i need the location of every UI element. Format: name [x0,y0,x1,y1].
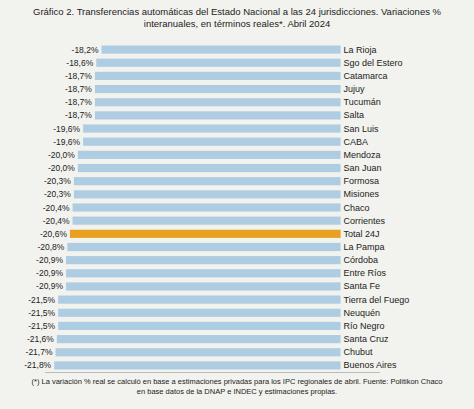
bar [58,322,340,330]
value-label: -20,9% [36,268,63,278]
bar [96,59,340,67]
background [0,0,474,409]
value-label: -18,7% [65,110,92,120]
value-label: -18,7% [65,97,92,107]
category-label: Salta [344,110,365,120]
value-label: -21,5% [28,321,55,331]
bar [73,203,341,211]
category-label: Misiones [344,189,380,199]
value-label: -18,6% [66,58,93,68]
x-axis-line [45,372,380,373]
bar [101,46,340,54]
bar [74,190,341,198]
category-label: Santa Fe [344,281,381,291]
footnote: (*) La variación % real se calculó en ba… [31,377,442,386]
category-label: Sgo del Estero [344,58,403,68]
value-label: -18,2% [72,45,99,55]
bar [70,230,341,238]
value-label: -21,7% [26,347,53,357]
bar [74,177,341,185]
value-label: -21,5% [28,308,55,318]
category-label: Total 24J [344,229,380,239]
bar [95,98,341,106]
category-label: Córdoba [344,255,379,265]
value-label: -20,8% [37,242,64,252]
category-label: Buenos Aires [344,360,398,370]
category-label: Mendoza [344,150,381,160]
bar [78,164,341,172]
value-label: -20,6% [40,229,67,239]
bar [73,217,341,225]
value-label: -19,6% [53,124,80,134]
bar [95,72,341,80]
category-label: CABA [344,137,369,147]
bar [95,85,341,93]
value-label: -19,6% [53,137,80,147]
footnote: en base datos de la DNAP e INDEC y estim… [137,387,337,396]
bar [95,111,341,119]
bar [83,138,340,146]
value-label: -21,6% [27,334,54,344]
category-label: Entre Ríos [344,268,387,278]
bar [83,124,340,132]
labels: -18,2% La Rioja -18,6% Sgo del Estero -18,7%… [24,45,409,371]
bar [56,348,341,356]
bar [54,361,340,369]
category-label: Chubut [344,347,374,357]
value-label: -20,0% [48,163,75,173]
bar [66,282,341,290]
category-label: Río Negro [344,321,385,331]
bars [54,46,340,370]
bar [78,151,341,159]
category-label: La Pampa [344,242,385,252]
category-label: San Juan [344,163,382,173]
category-label: Corrientes [344,216,386,226]
value-label: -20,9% [36,255,63,265]
category-label: La Rioja [344,45,377,55]
value-label: -21,8% [24,360,51,370]
value-label: -21,5% [28,295,55,305]
category-label: Neuquén [344,308,381,318]
value-label: -20,3% [44,176,71,186]
value-label: -20,3% [44,189,71,199]
value-label: -20,4% [43,203,70,213]
category-label: Jujuy [344,84,366,94]
value-label: -18,7% [65,71,92,81]
bar [66,269,341,277]
value-label: -20,9% [36,281,63,291]
bar [66,256,341,264]
bar [57,335,341,343]
category-label: Catamarca [344,71,388,81]
category-label: Chaco [344,203,370,213]
category-label: San Luis [344,124,380,134]
title: interanuales, en términos reales*. Abril… [144,18,330,29]
bar [58,296,340,304]
chart: Gráfico 2. Transferencias automáticas de… [0,0,474,409]
category-label: Formosa [344,176,380,186]
bar [67,243,340,251]
value-label: -20,4% [43,216,70,226]
bar [58,309,340,317]
category-label: Tierra del Fuego [344,295,410,305]
value-label: -18,7% [65,84,92,94]
title: Gráfico 2. Transferencias automáticas de… [33,6,442,17]
category-label: Tucumán [344,97,381,107]
value-label: -20,0% [48,150,75,160]
category-label: Santa Cruz [344,334,390,344]
